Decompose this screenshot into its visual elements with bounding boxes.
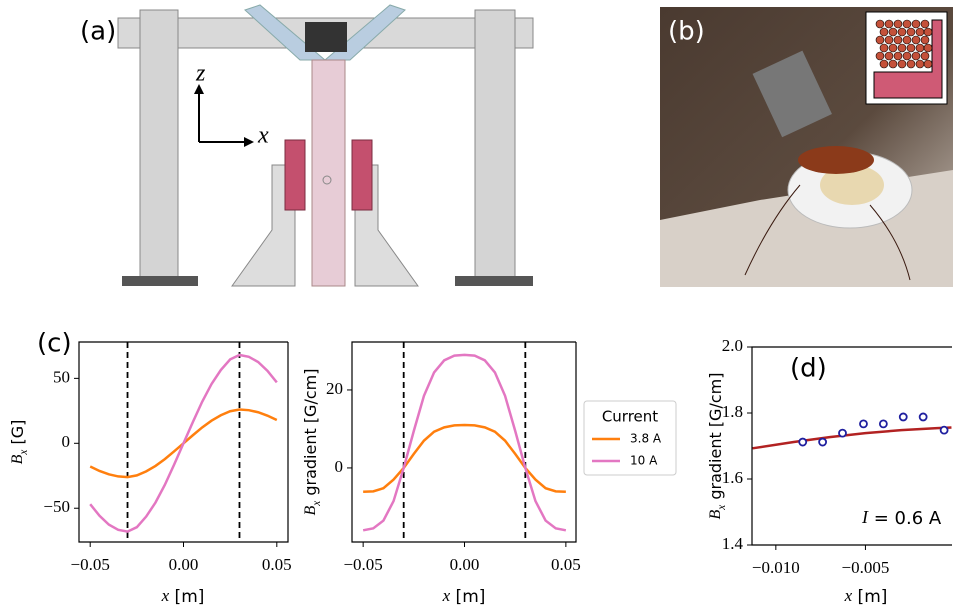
x-tick-label: −0.005 — [842, 558, 890, 577]
apparatus-render — [117, 4, 534, 287]
y-tick-label: 1.8 — [722, 402, 743, 421]
axes-frame — [751, 346, 952, 546]
panel-label: (d) — [790, 354, 827, 384]
legend-box — [583, 400, 677, 476]
line — [89, 353, 278, 533]
label-part: B — [707, 509, 724, 519]
panel-label: (a) — [80, 17, 116, 47]
line — [362, 353, 567, 532]
plot-area — [752, 412, 952, 450]
label-part: x — [18, 450, 30, 456]
label-part: x — [716, 505, 728, 511]
axis-label: z — [195, 61, 206, 87]
axis-label: x [m] — [442, 586, 486, 607]
x-tick-label: 0.00 — [450, 555, 480, 574]
x-tick-label: −0.05 — [343, 555, 382, 574]
axis-label: Bx [G] — [8, 420, 30, 465]
axis-label: x [m] — [161, 586, 205, 607]
point — [798, 437, 808, 447]
x-tick-label: 0.00 — [169, 555, 199, 574]
line — [752, 426, 952, 450]
point — [939, 425, 949, 435]
y-tick-label: 0 — [62, 432, 71, 451]
point — [859, 419, 868, 429]
plot-area — [89, 342, 278, 542]
panel-label: (c) — [37, 329, 72, 359]
legend-title: Current — [602, 408, 658, 426]
label-part: I — [861, 507, 869, 527]
label-part: x — [311, 501, 323, 507]
photo — [660, 7, 953, 287]
label-part: [G] — [8, 420, 27, 450]
y-tick-label: 1.4 — [722, 534, 744, 553]
y-tick-label: 20 — [326, 379, 343, 398]
panel-label: (b) — [668, 17, 705, 47]
label-part: [m] — [169, 587, 204, 607]
line — [363, 423, 566, 493]
plot-area — [362, 342, 567, 542]
y-tick-label: −50 — [43, 497, 70, 516]
label-part: = 0.6 A — [868, 508, 942, 529]
axis-label: x [m] — [844, 586, 888, 607]
label-part: B — [9, 454, 26, 464]
label-part: x — [844, 586, 853, 605]
label-part: gradient [G/cm] — [706, 373, 725, 505]
label-part: x — [442, 586, 451, 605]
label-part: gradient [G/cm] — [301, 369, 320, 501]
x-tick-label: −0.05 — [71, 555, 110, 574]
annotation: I = 0.6 A — [861, 507, 942, 529]
point — [878, 419, 888, 429]
x-tick-label: 0.05 — [551, 555, 581, 574]
legend-label: 3.8 A — [630, 432, 662, 446]
x-tick-label: −0.010 — [752, 558, 800, 577]
point — [898, 412, 908, 422]
y-tick-label: 50 — [53, 367, 70, 386]
point — [838, 428, 847, 438]
label-part: [m] — [852, 587, 887, 607]
axis-label: Bx gradient [G/cm] — [301, 369, 323, 516]
axes-frame — [351, 341, 577, 543]
x-tick-label: 0.05 — [262, 555, 292, 574]
axis-label: x — [257, 123, 269, 149]
point — [918, 412, 928, 422]
label-part: x — [161, 586, 170, 605]
axes-frame — [78, 341, 289, 543]
legend-label: 10 A — [630, 454, 658, 468]
y-tick-label: 1.6 — [722, 468, 743, 487]
axis-label: Bx gradient [G/cm] — [706, 373, 728, 520]
label-part: B — [302, 505, 319, 515]
y-tick-label: 2.0 — [722, 336, 743, 355]
label-part: [m] — [450, 587, 485, 607]
point — [818, 437, 828, 447]
y-tick-label: 0 — [335, 457, 344, 476]
